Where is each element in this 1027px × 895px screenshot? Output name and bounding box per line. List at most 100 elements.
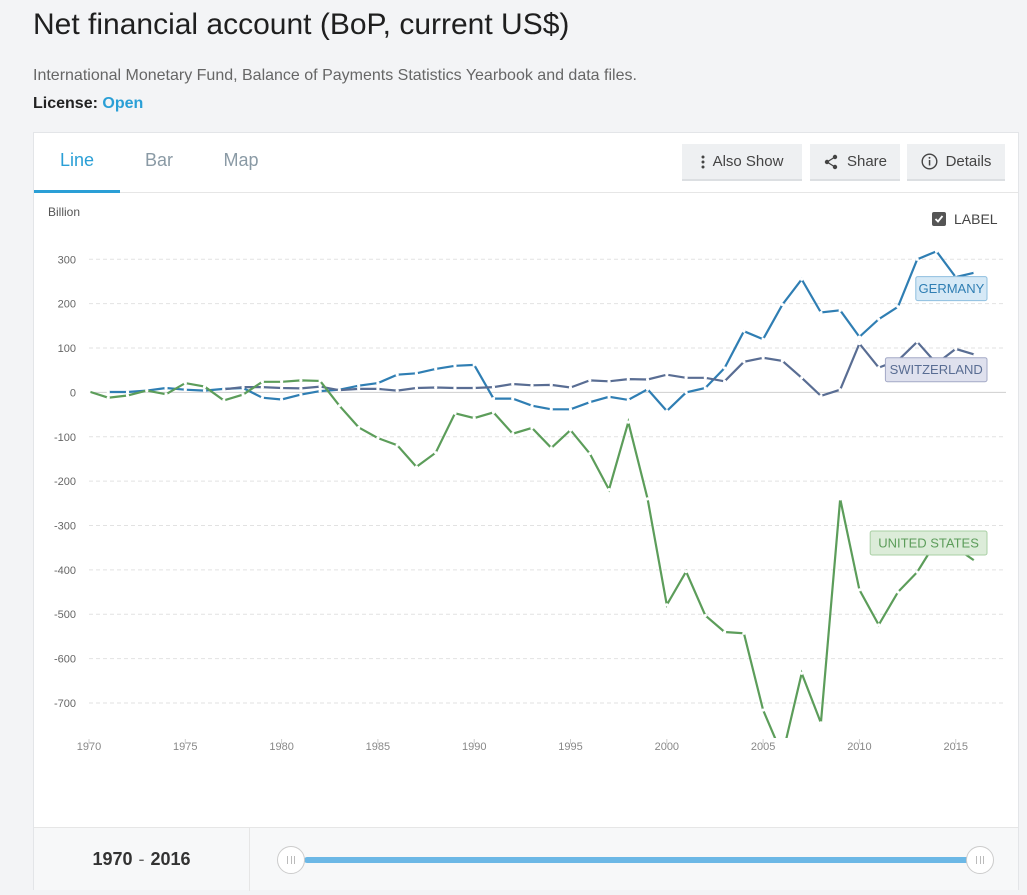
data-point[interactable]: [318, 379, 322, 383]
data-point[interactable]: [800, 277, 804, 281]
data-point[interactable]: [645, 377, 650, 382]
tab-map[interactable]: Map: [223, 150, 259, 170]
data-point[interactable]: [511, 382, 515, 386]
data-point[interactable]: [164, 386, 168, 390]
data-point[interactable]: [376, 436, 380, 440]
data-point[interactable]: [588, 452, 592, 456]
data-point[interactable]: [491, 385, 496, 389]
data-point[interactable]: [414, 371, 419, 375]
label-checkbox[interactable]: [932, 212, 946, 226]
data-point[interactable]: [472, 386, 476, 390]
data-point[interactable]: [145, 389, 149, 393]
share-button[interactable]: Share: [810, 144, 900, 181]
data-point[interactable]: [703, 613, 707, 618]
data-point[interactable]: [299, 393, 303, 397]
data-point[interactable]: [915, 340, 919, 344]
data-point[interactable]: [973, 559, 977, 563]
data-point[interactable]: [665, 373, 669, 377]
data-point[interactable]: [742, 360, 746, 364]
data-point[interactable]: [280, 397, 284, 402]
data-point[interactable]: [780, 359, 784, 363]
data-point[interactable]: [434, 367, 438, 371]
data-point[interactable]: [511, 397, 515, 401]
data-point[interactable]: [434, 451, 438, 455]
data-point[interactable]: [781, 754, 784, 757]
data-point[interactable]: [607, 395, 611, 399]
data-point[interactable]: [337, 388, 341, 392]
data-point[interactable]: [183, 381, 187, 385]
data-point[interactable]: [684, 570, 688, 574]
data-point[interactable]: [357, 425, 361, 430]
data-point[interactable]: [241, 393, 245, 397]
data-point[interactable]: [549, 383, 553, 387]
data-point[interactable]: [241, 385, 245, 389]
data-point[interactable]: [260, 380, 264, 384]
data-point[interactable]: [819, 394, 823, 398]
data-point[interactable]: [530, 426, 534, 430]
data-point[interactable]: [877, 317, 881, 321]
data-point[interactable]: [453, 411, 457, 415]
data-point[interactable]: [684, 390, 688, 394]
data-point[interactable]: [703, 376, 707, 380]
data-point[interactable]: [472, 363, 476, 367]
data-point[interactable]: [280, 386, 284, 390]
data-point[interactable]: [915, 257, 919, 261]
data-point[interactable]: [280, 380, 284, 384]
data-point[interactable]: [376, 381, 380, 385]
range-handle-start[interactable]: [277, 846, 305, 874]
data-point[interactable]: [626, 377, 630, 381]
data-point[interactable]: [645, 497, 650, 501]
tab-line[interactable]: Line: [34, 133, 120, 193]
data-point[interactable]: [395, 443, 399, 447]
data-point[interactable]: [318, 385, 322, 389]
data-point[interactable]: [857, 342, 862, 346]
data-point[interactable]: [357, 387, 361, 391]
data-point[interactable]: [318, 389, 322, 393]
data-point[interactable]: [414, 386, 419, 390]
data-point[interactable]: [588, 400, 592, 404]
data-point[interactable]: [954, 347, 958, 351]
data-point[interactable]: [260, 396, 264, 400]
data-point[interactable]: [665, 409, 669, 413]
data-point[interactable]: [568, 385, 573, 390]
data-point[interactable]: [761, 337, 765, 341]
data-point[interactable]: [511, 432, 515, 436]
data-point[interactable]: [934, 249, 939, 253]
data-point[interactable]: [87, 389, 91, 394]
data-point[interactable]: [800, 671, 804, 675]
data-point[interactable]: [665, 603, 669, 607]
data-point[interactable]: [780, 302, 784, 307]
data-point[interactable]: [164, 392, 168, 396]
data-point[interactable]: [337, 404, 341, 408]
data-point[interactable]: [877, 623, 881, 627]
data-point[interactable]: [549, 446, 553, 450]
data-point[interactable]: [742, 329, 746, 333]
data-point[interactable]: [723, 379, 727, 383]
label-toggle[interactable]: LABEL: [932, 211, 998, 227]
data-point[interactable]: [491, 410, 496, 414]
data-point[interactable]: [877, 365, 881, 370]
data-point[interactable]: [761, 708, 765, 712]
data-point[interactable]: [973, 353, 977, 357]
data-point[interactable]: [222, 387, 226, 391]
data-point[interactable]: [125, 393, 130, 398]
data-point[interactable]: [376, 387, 380, 391]
data-point[interactable]: [742, 631, 746, 635]
data-point[interactable]: [568, 428, 573, 432]
data-point[interactable]: [819, 721, 823, 725]
data-point[interactable]: [549, 407, 553, 411]
data-point[interactable]: [299, 386, 303, 391]
data-point[interactable]: [838, 497, 842, 501]
data-point[interactable]: [414, 465, 419, 469]
data-point[interactable]: [896, 590, 900, 594]
data-point[interactable]: [703, 386, 707, 390]
data-point[interactable]: [915, 570, 919, 574]
data-point[interactable]: [299, 378, 303, 383]
license-link[interactable]: Open: [102, 95, 144, 112]
details-button[interactable]: Details: [907, 144, 1005, 181]
data-point[interactable]: [472, 416, 476, 420]
tab-bar[interactable]: Bar: [144, 150, 173, 170]
data-point[interactable]: [723, 366, 727, 370]
data-point[interactable]: [357, 384, 361, 388]
data-point[interactable]: [800, 376, 804, 380]
